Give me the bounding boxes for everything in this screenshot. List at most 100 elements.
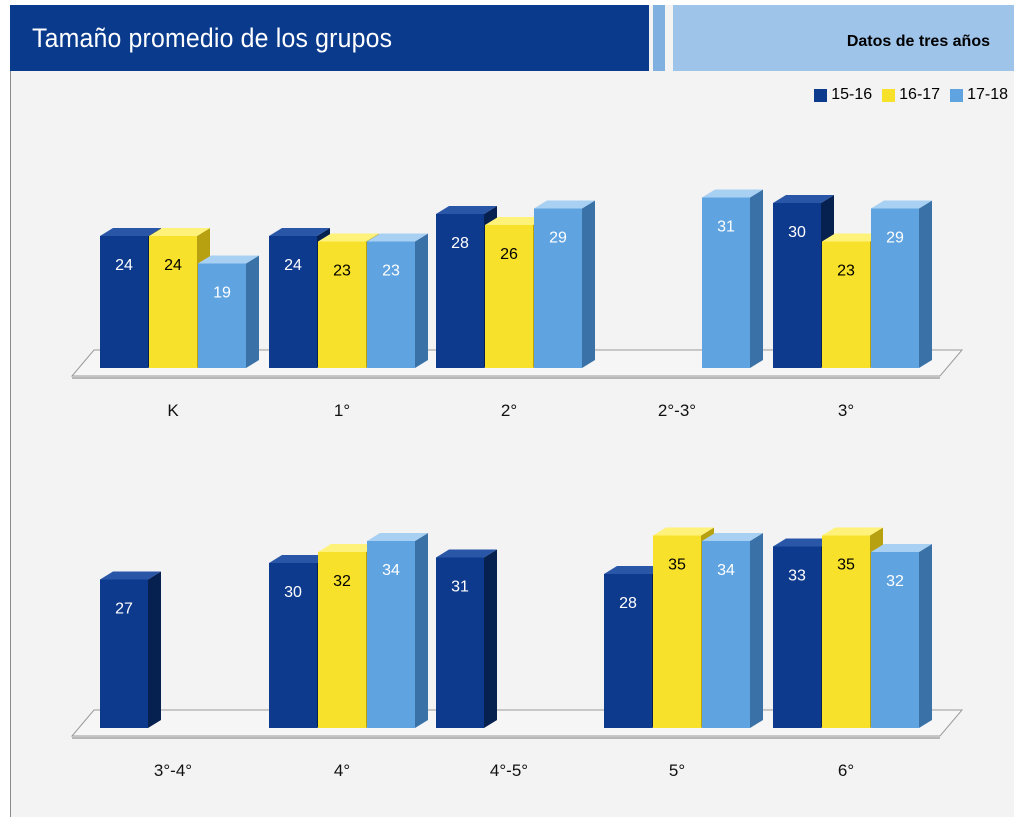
- bar-side: [148, 571, 161, 728]
- data-label: 29: [886, 230, 904, 247]
- bar-17-18-K: [198, 263, 246, 368]
- legend-item-16-17: 16-17: [882, 86, 940, 104]
- bar-15-16-2°: [436, 214, 484, 368]
- data-label: 34: [717, 562, 735, 579]
- bar-top: [436, 549, 497, 558]
- bar-side: [750, 189, 763, 368]
- bar-16-17-K: [149, 236, 197, 368]
- bar-side: [750, 533, 763, 728]
- bar-16-17-1°: [318, 241, 366, 368]
- data-label: 28: [619, 595, 637, 612]
- data-label: 32: [886, 573, 904, 590]
- bar-15-16-6°: [773, 546, 821, 728]
- data-label: 33: [788, 568, 806, 585]
- bar-top: [773, 195, 834, 203]
- bar-top: [100, 228, 161, 236]
- data-label: 24: [164, 257, 182, 274]
- category-label: 2°: [501, 401, 517, 420]
- bar-top: [871, 544, 932, 552]
- data-label: 35: [668, 557, 686, 574]
- bar-15-16-4°: [269, 563, 317, 728]
- bar-side: [415, 233, 428, 368]
- data-label: 28: [451, 235, 469, 252]
- data-label: 30: [788, 224, 806, 241]
- data-label: 31: [451, 579, 469, 596]
- bar-17-18-3°: [871, 208, 919, 368]
- bar-top: [318, 233, 379, 242]
- bar-15-16-5°: [604, 574, 652, 728]
- category-label: 4°: [334, 761, 350, 780]
- bar-top: [773, 538, 834, 547]
- bar-top: [822, 527, 883, 536]
- legend-swatch-17-18: [950, 88, 964, 102]
- bar-top: [149, 228, 210, 236]
- legend-label-16-17: 16-17: [899, 86, 941, 103]
- bar-top: [702, 189, 763, 198]
- bar-17-18-1°: [367, 241, 415, 368]
- category-label: 4°-5°: [490, 761, 528, 780]
- data-label: 24: [284, 257, 302, 274]
- bar-15-16-1°: [269, 236, 317, 368]
- page-title: Tamaño promedio de los grupos: [32, 23, 393, 53]
- bar-15-16-4°-5°: [436, 557, 484, 728]
- legend-label-17-18: 17-18: [967, 86, 1008, 103]
- data-label: 27: [115, 601, 133, 618]
- bar-15-16-K: [100, 236, 148, 368]
- data-label: 34: [382, 562, 400, 579]
- bar-16-17-2°: [485, 225, 533, 368]
- bar-top: [367, 233, 428, 242]
- data-label: 23: [837, 263, 855, 280]
- bar-side: [415, 533, 428, 728]
- bar-top: [871, 200, 932, 209]
- bar-top: [318, 544, 379, 552]
- bar-16-17-6°: [822, 535, 870, 728]
- bar-17-18-5°: [702, 541, 750, 728]
- data-label: 31: [717, 219, 735, 236]
- bar-top: [100, 571, 161, 580]
- bar-side: [582, 200, 595, 368]
- bar-15-16-3°: [773, 203, 821, 368]
- data-label: 29: [549, 230, 567, 247]
- data-label: 23: [382, 263, 400, 280]
- bar-top: [269, 228, 330, 236]
- bar-top: [534, 200, 595, 209]
- data-label: 26: [500, 246, 518, 263]
- bar-top: [653, 527, 714, 536]
- bar-16-17-3°: [822, 241, 870, 368]
- bar-top: [485, 217, 546, 225]
- bar-side: [484, 549, 497, 728]
- header-subtitle-banner: Datos de tres años: [673, 5, 1014, 71]
- category-label: 2°-3°: [658, 401, 696, 420]
- category-label: 5°: [669, 761, 685, 780]
- data-label: 32: [333, 573, 351, 590]
- bar-17-18-4°: [367, 541, 415, 728]
- bar-side: [246, 255, 259, 368]
- bar-top: [604, 566, 665, 574]
- page-subtitle: Datos de tres años: [846, 33, 990, 50]
- data-label: 19: [213, 285, 231, 302]
- bar-17-18-2°: [534, 208, 582, 368]
- category-label: 6°: [838, 761, 854, 780]
- bar-15-16-3°-4°: [100, 579, 148, 728]
- data-label: 30: [284, 584, 302, 601]
- bar-16-17-4°: [318, 552, 366, 728]
- bar-top: [367, 533, 428, 541]
- legend-item-15-16: 15-16: [814, 86, 872, 104]
- bar-top: [822, 233, 883, 242]
- category-label: 1°: [334, 401, 350, 420]
- legend-swatch-16-17: [882, 88, 896, 102]
- legend-item-17-18: 17-18: [950, 86, 1008, 104]
- bar-top: [702, 533, 763, 541]
- data-label: 23: [333, 263, 351, 280]
- legend-label-15-16: 15-16: [831, 86, 873, 103]
- legend-swatch-15-16: [814, 88, 828, 102]
- bar-top: [198, 255, 259, 264]
- data-label: 35: [837, 557, 855, 574]
- bar-side: [919, 544, 932, 728]
- category-label: 3°: [838, 401, 854, 420]
- header-banner: [10, 5, 649, 71]
- bar-top: [436, 206, 497, 214]
- bar-17-18-2°-3°: [702, 197, 750, 368]
- category-label: K: [167, 401, 179, 420]
